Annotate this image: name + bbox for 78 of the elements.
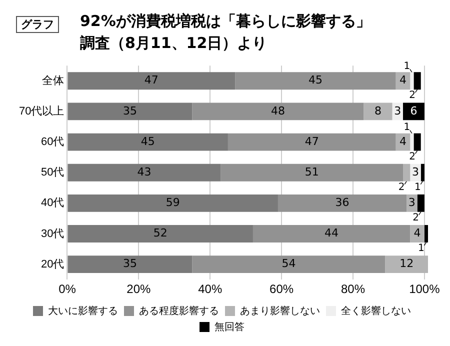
legend-label: 無回答 (214, 320, 244, 333)
data-label: 1 (414, 182, 421, 193)
data-label: 35 (122, 104, 137, 118)
legend-label: 大いに影響する (48, 304, 118, 317)
data-label: 12 (400, 257, 414, 270)
y-tick-label: 50代 (40, 166, 64, 179)
bar (68, 256, 192, 274)
data-label: 8 (374, 104, 382, 118)
text: グラフ (16, 16, 59, 33)
bar (235, 72, 396, 90)
data-label: 4 (399, 74, 406, 87)
bar (424, 225, 428, 242)
y-tick-label: 40代 (40, 197, 64, 210)
data-label: 3 (394, 104, 402, 118)
x-tick-label: 80% (340, 282, 366, 296)
data-label: 59 (166, 196, 180, 210)
data-label: 3 (408, 196, 416, 210)
y-tick-label: 30代 (40, 228, 64, 240)
bar (68, 194, 278, 212)
bar (192, 256, 386, 274)
data-label: 2 (409, 151, 416, 162)
data-label: 44 (324, 226, 339, 240)
chart-title: 92%が消費税増税は「暮らしに影響する」 (80, 12, 371, 31)
x-tick-label: 20% (126, 282, 152, 296)
bar (402, 102, 424, 120)
data-label: 4 (399, 134, 406, 148)
bar (68, 102, 192, 120)
chart-subtitle: 調査（8月11、12日）より (80, 34, 268, 53)
data-label: 2 (412, 212, 420, 224)
bar (414, 72, 421, 90)
x-tick-label: 0% (58, 282, 76, 296)
bar (385, 256, 428, 274)
x-tick-label: 40% (198, 282, 222, 296)
data-label: 52 (153, 226, 168, 240)
legend-label: ある程度影響する (139, 304, 219, 317)
legend-label: あまり影響しない (240, 304, 320, 317)
data-label: 47 (304, 134, 319, 148)
data-label: 45 (140, 134, 155, 148)
data-label: 45 (308, 74, 322, 87)
bar (228, 133, 396, 151)
y-tick-label: 70代以上 (18, 104, 64, 118)
bar (410, 225, 424, 242)
bar (420, 164, 424, 182)
data-label: 47 (144, 74, 158, 87)
data-label: 54 (282, 257, 296, 270)
bar (252, 225, 410, 242)
x-tick-label: 100% (409, 282, 440, 296)
y-tick-label: 全体 (42, 74, 64, 87)
bar (68, 225, 253, 242)
data-label: 4 (414, 226, 421, 240)
bar (410, 133, 414, 151)
y-tick-label: 20代 (40, 258, 64, 270)
x-tick-label: 60% (270, 282, 294, 296)
data-label: 35 (122, 257, 137, 270)
data-label: 1 (418, 243, 424, 254)
data-label: 1 (404, 60, 410, 72)
bar (68, 164, 221, 182)
bar (68, 133, 228, 151)
y-tick-label: 60代 (40, 136, 64, 148)
data-label: 48 (270, 104, 285, 118)
bar (278, 194, 407, 212)
bar (402, 164, 410, 182)
data-label: 1 (404, 122, 410, 133)
bar (220, 164, 403, 182)
legend-label: 全く影響しない (341, 304, 411, 317)
data-label: 43 (137, 165, 152, 178)
data-label: 51 (304, 165, 319, 178)
data-label: 2 (409, 90, 416, 102)
bar (68, 72, 236, 90)
data-label: 3 (412, 165, 419, 178)
bar (417, 194, 424, 212)
data-label: 6 (410, 104, 418, 118)
bar (192, 102, 364, 120)
bar (414, 133, 421, 151)
bar (364, 102, 392, 120)
data-label: 2 (398, 182, 405, 193)
data-label: 36 (335, 196, 350, 210)
bar (410, 72, 414, 90)
